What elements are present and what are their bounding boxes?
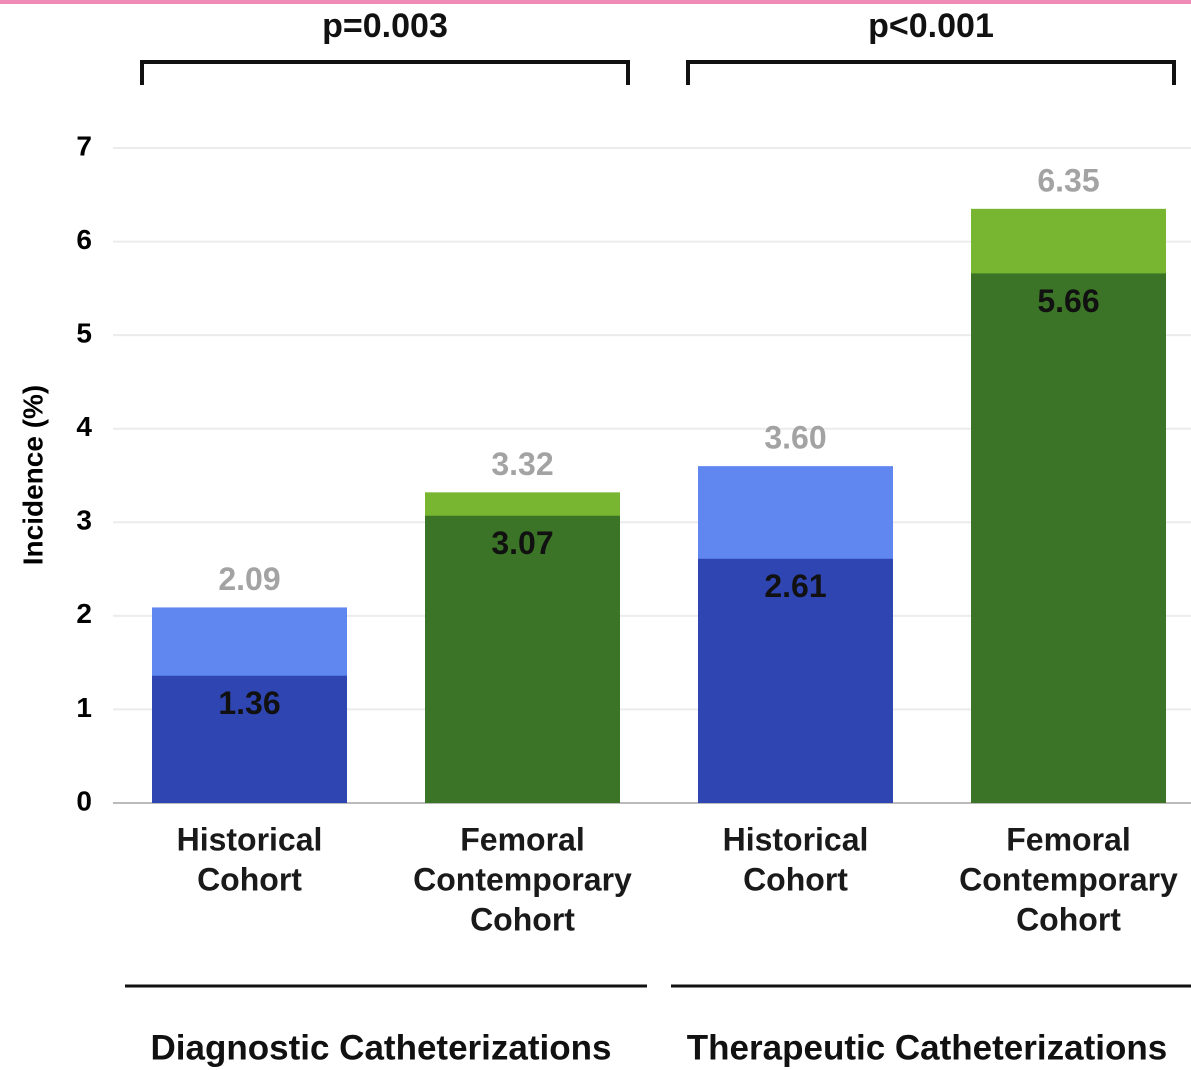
bar (971, 273, 1166, 803)
y-tick-label: 2 (76, 598, 92, 629)
group-label: Therapeutic Catheterizations (687, 1028, 1167, 1067)
value-label: 3.32 (491, 446, 553, 482)
value-label: 2.61 (764, 568, 826, 604)
x-tick-label: Femoral (460, 821, 584, 857)
y-tick-label: 5 (76, 318, 92, 349)
y-tick-label: 4 (76, 411, 92, 442)
x-tick-label: Cohort (470, 901, 575, 937)
p-value: p<0.001 (868, 7, 994, 45)
value-label: 1.36 (218, 685, 280, 721)
y-tick-label: 6 (76, 224, 92, 255)
x-tick-label: Cohort (1016, 901, 1121, 937)
bar (698, 558, 893, 803)
x-tick-label: Historical (723, 821, 869, 857)
y-tick-label: 0 (76, 785, 92, 816)
value-label: 5.66 (1037, 283, 1099, 319)
top-border (0, 0, 1191, 4)
bar (152, 675, 347, 803)
x-tick-label: Cohort (743, 861, 848, 897)
x-tick-label: Contemporary (413, 861, 632, 897)
bracket (140, 60, 630, 85)
bracket (686, 60, 1176, 85)
x-tick-label: Historical (177, 821, 323, 857)
bar (425, 515, 620, 803)
y-tick-label: 7 (76, 130, 92, 161)
x-tick-label: Cohort (197, 861, 302, 897)
group-label: Diagnostic Catheterizations (151, 1028, 612, 1067)
p-value: p=0.003 (322, 7, 448, 45)
value-label: 3.07 (491, 525, 553, 561)
x-tick-label: Femoral (1006, 821, 1130, 857)
x-tick-label: Contemporary (959, 861, 1178, 897)
y-axis-label: Incidence (%) (17, 385, 48, 565)
value-label: 2.09 (218, 561, 280, 597)
value-label: 6.35 (1037, 162, 1099, 198)
y-tick-label: 3 (76, 505, 92, 536)
y-tick-label: 1 (76, 692, 92, 723)
value-label: 3.60 (764, 420, 826, 456)
